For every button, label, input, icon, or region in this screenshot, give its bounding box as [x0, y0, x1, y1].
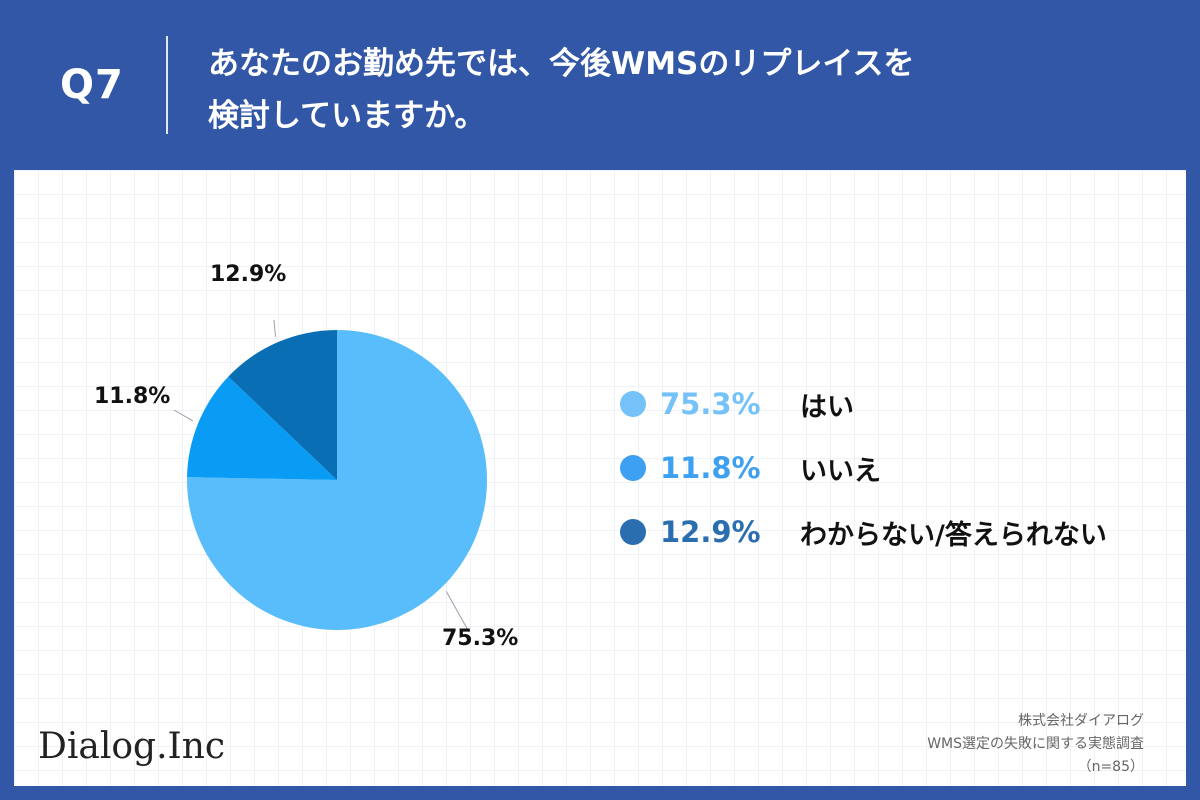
legend-percent-unknown: 12.9% [660, 515, 761, 549]
chart-panel: 75.3% 11.8% 12.9% 75.3% はい 11.8% いいえ 12.… [14, 170, 1186, 786]
leader-line-unknown [273, 319, 276, 337]
question-title: あなたのお勤め先では、今後WMSのリプレイスを 検討していますか。 [208, 38, 1158, 142]
pie-slice-yes [186, 330, 487, 630]
legend-label-no: いいえ [800, 455, 881, 487]
slice-label-unknown: 12.9% [210, 262, 287, 287]
question-title-line-2: 検討していますか。 [208, 98, 486, 134]
legend-dot-unknown [620, 519, 646, 545]
pie-slice-no [187, 376, 337, 480]
company-logo: Dialog.Inc [38, 726, 226, 767]
slice-label-no: 11.8% [94, 384, 171, 409]
source-survey: WMS選定の失敗に関する実態調査 [927, 736, 1144, 752]
legend-percent-yes: 75.3% [660, 387, 761, 421]
header: Q7 あなたのお勤め先では、今後WMSのリプレイスを 検討していますか。 [0, 0, 1200, 168]
slice-label-yes: 75.3% [442, 626, 519, 651]
legend-percent-no: 11.8% [660, 451, 761, 485]
pie-slice-unknown [228, 330, 337, 480]
leader-line-no [173, 409, 193, 422]
legend-dot-yes [620, 391, 646, 417]
legend-label-unknown: わからない/答えられない [800, 519, 1107, 551]
source-company: 株式会社ダイアログ [1018, 713, 1144, 729]
legend-dot-no [620, 455, 646, 481]
legend-item-no: 11.8% いいえ [620, 436, 1107, 500]
legend-item-unknown: 12.9% わからない/答えられない [620, 500, 1107, 564]
legend: 75.3% はい 11.8% いいえ 12.9% わからない/答えられない [620, 372, 1107, 564]
leader-line-yes [445, 591, 470, 633]
pie-chart [173, 319, 487, 633]
source-sample: （n=85） [1077, 759, 1144, 775]
legend-label-yes: はい [800, 391, 854, 423]
question-number: Q7 [60, 62, 124, 108]
source-note: 株式会社ダイアログ WMS選定の失敗に関する実態調査 （n=85） [927, 710, 1144, 779]
legend-item-yes: 75.3% はい [620, 372, 1107, 436]
header-divider [166, 36, 168, 134]
question-title-line-1: あなたのお勤め先では、今後WMSのリプレイスを [208, 46, 915, 82]
